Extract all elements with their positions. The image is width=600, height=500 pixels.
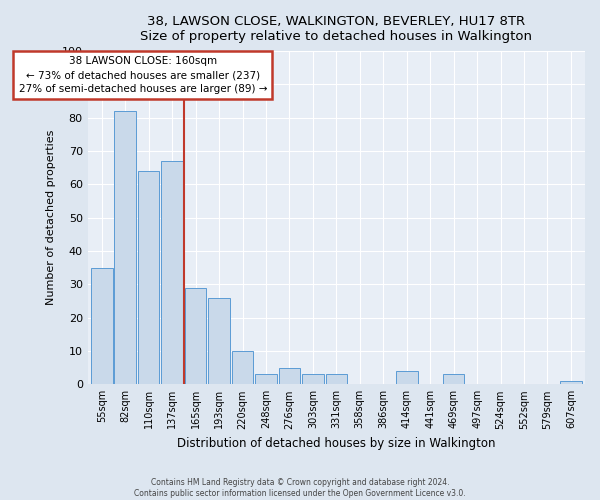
X-axis label: Distribution of detached houses by size in Walkington: Distribution of detached houses by size … — [177, 437, 496, 450]
Title: 38, LAWSON CLOSE, WALKINGTON, BEVERLEY, HU17 8TR
Size of property relative to de: 38, LAWSON CLOSE, WALKINGTON, BEVERLEY, … — [140, 15, 532, 43]
Bar — [91, 268, 113, 384]
Bar — [185, 288, 206, 384]
Y-axis label: Number of detached properties: Number of detached properties — [46, 130, 56, 306]
Bar — [161, 161, 183, 384]
Bar — [278, 368, 300, 384]
Bar — [560, 381, 582, 384]
Bar — [208, 298, 230, 384]
Bar — [138, 171, 160, 384]
Bar — [115, 111, 136, 384]
Text: Contains HM Land Registry data © Crown copyright and database right 2024.
Contai: Contains HM Land Registry data © Crown c… — [134, 478, 466, 498]
Bar — [326, 374, 347, 384]
Bar — [396, 371, 418, 384]
Bar — [232, 351, 253, 384]
Bar — [255, 374, 277, 384]
Bar — [302, 374, 323, 384]
Text: 38 LAWSON CLOSE: 160sqm
← 73% of detached houses are smaller (237)
27% of semi-d: 38 LAWSON CLOSE: 160sqm ← 73% of detache… — [19, 56, 267, 94]
Bar — [443, 374, 464, 384]
